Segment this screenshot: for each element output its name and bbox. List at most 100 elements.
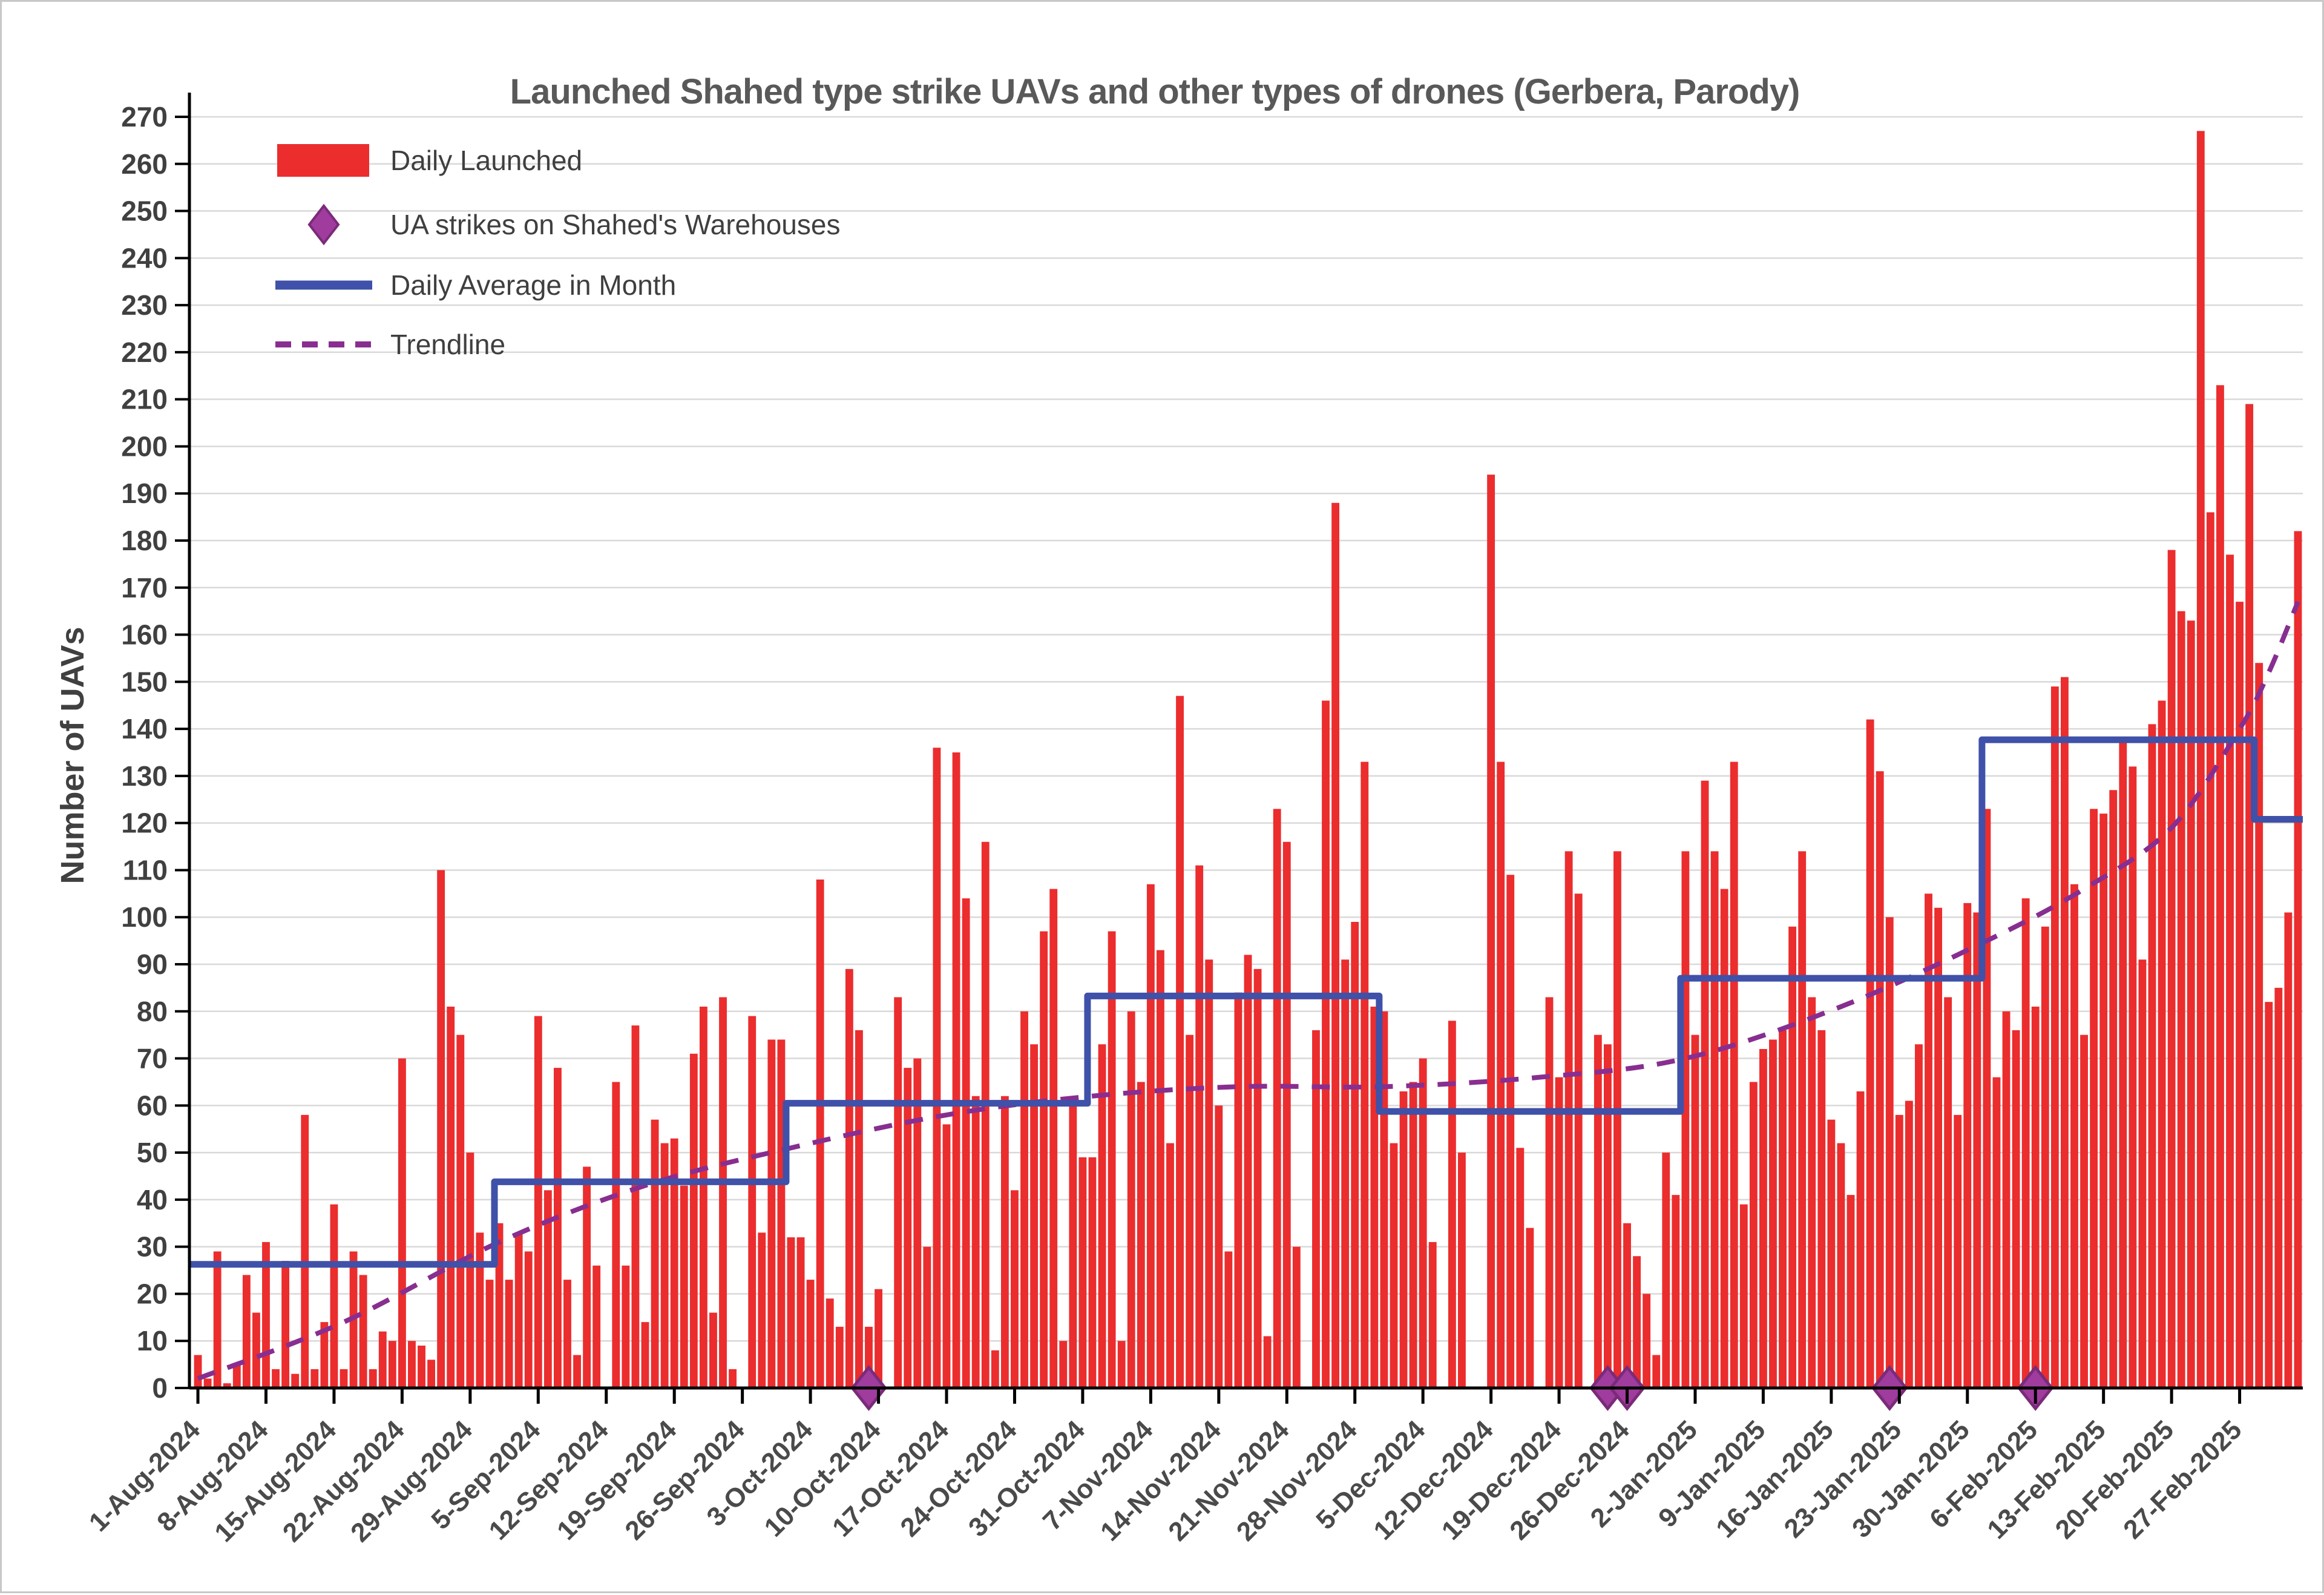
x-tick-label: 30-Jan-2025: [1846, 1415, 1975, 1544]
x-tick-label: 19-Sep-2024: [551, 1415, 683, 1546]
daily-bar-Feb-2025-22: [2187, 620, 2195, 1388]
daily-bar-Dec-2024-2: [1390, 1143, 1398, 1388]
daily-bar-Dec-2024-24: [1603, 1044, 1612, 1388]
daily-bar-Oct-2024-2: [796, 1237, 805, 1388]
daily-bar-Oct-2024-7: [845, 969, 853, 1388]
daily-bar-Dec-2024-29: [1652, 1355, 1661, 1388]
daily-bar-Mar-2025-1: [2255, 663, 2263, 1388]
daily-bar-Feb-2025-10: [2070, 884, 2078, 1388]
legend-label: Daily Average in Month: [390, 269, 676, 301]
daily-bar-Aug-2024-3: [213, 1251, 222, 1388]
daily-bar-Aug-2024-14: [320, 1322, 329, 1388]
daily-bar-Dec-2024-9: [1457, 1153, 1466, 1388]
daily-bar-Nov-2024-22: [1292, 1246, 1301, 1388]
daily-bar-Aug-2024-21: [388, 1341, 396, 1388]
y-tick-label: 30: [137, 1231, 168, 1263]
daily-bar-Jan-2025-11: [1779, 1030, 1787, 1388]
daily-bar-Nov-2024-29: [1361, 761, 1369, 1388]
daily-bar-Oct-2024-5: [826, 1298, 834, 1388]
y-tick-label: 100: [121, 901, 168, 933]
daily-bar-Sep-2024-22: [699, 1007, 707, 1388]
daily-bar-Dec-2024-27: [1633, 1256, 1641, 1388]
daily-bar-Jan-2025-5: [1720, 889, 1728, 1388]
daily-bar-Sep-2024-18: [660, 1143, 669, 1388]
daily-bar-Feb-2025-15: [2119, 738, 2127, 1388]
y-tick-label: 90: [137, 949, 168, 980]
daily-bar-Sep-2024-19: [670, 1138, 678, 1388]
daily-bar-Feb-2025-24: [2206, 512, 2214, 1389]
x-tick-label: 26-Sep-2024: [619, 1415, 750, 1546]
daily-bar-Jan-2025-31: [1973, 912, 1981, 1388]
x-tick-label: 13-Feb-2025: [1981, 1415, 2112, 1545]
daily-bar-Feb-2025-7: [2041, 926, 2049, 1388]
daily-bar-Aug-2024-7: [252, 1312, 260, 1388]
daily-bar-Dec-2024-5: [1419, 1058, 1427, 1388]
daily-bar-Sep-2024-30: [777, 1039, 786, 1388]
legend-label: Trendline: [390, 329, 505, 360]
daily-bar-Aug-2024-2: [203, 1378, 212, 1388]
daily-bar-Feb-2025-5: [2021, 898, 2030, 1388]
daily-bar-Dec-2024-19: [1555, 1077, 1563, 1388]
daily-bar-Dec-2024-26: [1623, 1223, 1631, 1388]
daily-bar-Jan-2025-22: [1885, 917, 1894, 1388]
daily-bar-Nov-2024-18: [1253, 969, 1262, 1388]
daily-bar-Jan-2025-13: [1798, 851, 1807, 1388]
daily-bar-Feb-2025-6: [2031, 1007, 2040, 1388]
daily-bar-Feb-2025-16: [2129, 766, 2137, 1388]
daily-bar-Oct-2024-19: [962, 898, 970, 1388]
daily-bar-Nov-2024-14: [1215, 1105, 1223, 1388]
daily-bar-Oct-2024-10: [875, 1289, 882, 1388]
x-axis-labels: 1-Aug-20248-Aug-202415-Aug-202422-Aug-20…: [84, 1388, 2248, 1548]
daily-bar-Feb-2025-18: [2148, 724, 2156, 1388]
daily-bar-Nov-2024-15: [1224, 1251, 1233, 1388]
daily-bar-Oct-2024-23: [1000, 1096, 1009, 1388]
daily-bar-Oct-2024-27: [1040, 931, 1048, 1388]
strike-diamond-icon: [307, 203, 340, 246]
monthly-average-path: [189, 736, 2303, 1268]
daily-bar-Jan-2025-4: [1710, 851, 1719, 1388]
axes: [188, 93, 2303, 1390]
daily-bar-Aug-2024-24: [418, 1346, 425, 1388]
daily-bar-Nov-2024-8: [1156, 950, 1164, 1388]
y-tick-label: 210: [121, 384, 168, 415]
y-tick-label: 110: [123, 854, 168, 886]
daily-bar-Oct-2024-24: [1011, 1190, 1019, 1388]
daily-bar-Nov-2024-24: [1312, 1030, 1320, 1388]
daily-bar-Feb-2025-14: [2109, 790, 2118, 1388]
daily-bar-Aug-2024-30: [476, 1232, 484, 1388]
daily-bar-Nov-2024-4: [1117, 1341, 1126, 1388]
daily-bar-Jan-2025-1: [1681, 851, 1690, 1388]
daily-bar-Mar-2025-3: [2274, 987, 2283, 1388]
daily-bar-Feb-2025-20: [2167, 550, 2176, 1388]
daily-bar-Sep-2024-6: [543, 1190, 552, 1388]
daily-bar-Feb-2025-2: [1992, 1077, 2001, 1388]
daily-bar-Sep-2024-4: [524, 1251, 533, 1388]
daily-bar-Dec-2024-21: [1574, 893, 1583, 1388]
daily-bar-Nov-2024-6: [1137, 1082, 1145, 1388]
daily-bar-Oct-2024-18: [952, 752, 960, 1388]
daily-bar-Sep-2024-14: [622, 1265, 630, 1388]
x-tick-label: 26-Dec-2024: [1504, 1415, 1635, 1546]
y-tick-label: 160: [121, 619, 168, 651]
daily-bar-Dec-2024-12: [1487, 475, 1495, 1388]
daily-bar-Nov-2024-20: [1273, 809, 1281, 1388]
daily-bar-Aug-2024-29: [466, 1153, 474, 1388]
daily-bar-Aug-2024-12: [301, 1114, 309, 1388]
monthly-average-line: [189, 736, 2303, 1268]
daily-bar-Dec-2024-15: [1516, 1148, 1525, 1388]
daily-bar-Nov-2024-13: [1205, 959, 1213, 1388]
daily-bar-Sep-2024-3: [514, 1232, 523, 1388]
daily-bar-Aug-2024-15: [330, 1204, 338, 1388]
legend-item-1: UA strikes on Shahed's Warehouses: [307, 203, 840, 246]
daily-bar-Oct-2024-25: [1020, 1011, 1028, 1388]
daily-bar-Dec-2024-8: [1448, 1021, 1456, 1388]
legend-label: Daily Launched: [390, 145, 582, 176]
y-tick-label: 200: [121, 430, 168, 462]
daily-bar-Nov-2024-25: [1322, 700, 1330, 1388]
daily-bar-Jan-2025-20: [1866, 719, 1874, 1388]
legend-item-0: Daily Launched: [277, 144, 582, 177]
daily-bar-Jan-2025-10: [1769, 1039, 1777, 1388]
y-tick-label: 270: [121, 101, 168, 133]
x-tick-label: 27-Feb-2025: [2118, 1415, 2248, 1545]
